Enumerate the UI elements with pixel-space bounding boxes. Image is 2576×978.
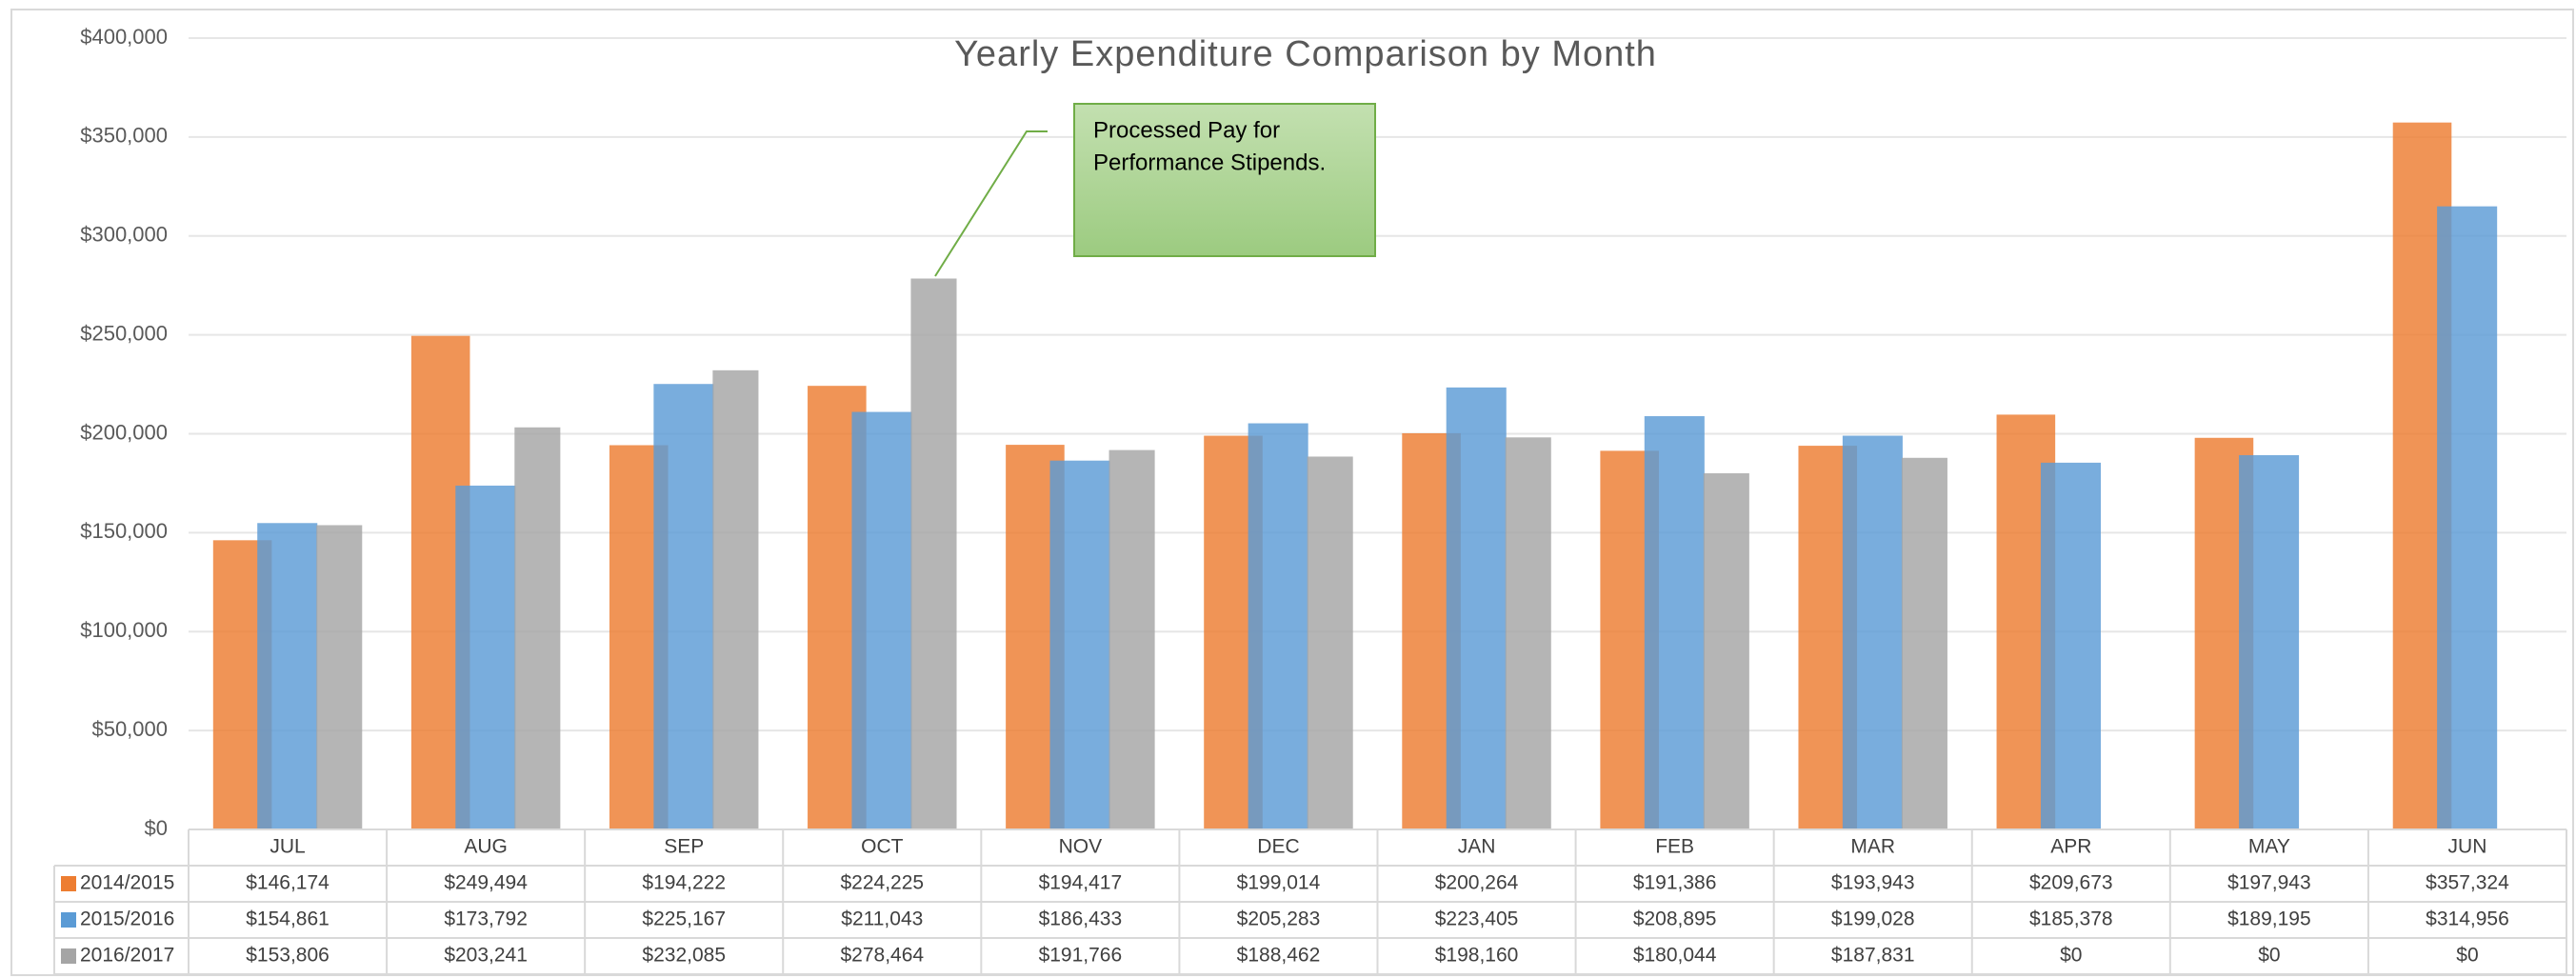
table-value: $187,831 bbox=[1831, 945, 1915, 967]
bar bbox=[653, 384, 714, 829]
table-value: $193,943 bbox=[1831, 872, 1915, 894]
table-value: $186,433 bbox=[1039, 908, 1123, 930]
y-tick-label: $200,000 bbox=[80, 420, 168, 444]
bar bbox=[712, 369, 759, 829]
table-value: $357,324 bbox=[2426, 872, 2509, 894]
bar bbox=[2040, 462, 2102, 829]
x-tick-label: NOV bbox=[1059, 836, 1103, 858]
bar bbox=[1108, 449, 1155, 829]
table-value: $197,943 bbox=[2227, 872, 2311, 894]
y-tick-label: $300,000 bbox=[80, 223, 168, 247]
bar bbox=[455, 485, 516, 829]
y-tick-label: $50,000 bbox=[91, 717, 168, 741]
legend-label: 2015/2016 bbox=[80, 908, 174, 930]
y-tick-label: $0 bbox=[145, 816, 168, 840]
legend-swatch bbox=[61, 948, 76, 964]
bar bbox=[2239, 454, 2300, 829]
legend-label: 2016/2017 bbox=[80, 945, 174, 967]
table-value: $205,283 bbox=[1237, 908, 1321, 930]
callout-box bbox=[1073, 103, 1376, 257]
bar bbox=[910, 278, 957, 829]
table-value: $0 bbox=[2456, 945, 2478, 967]
table-value: $185,378 bbox=[2029, 908, 2113, 930]
table-value: $198,160 bbox=[1435, 945, 1519, 967]
table-value: $194,222 bbox=[642, 872, 726, 894]
bar bbox=[1842, 435, 1903, 829]
table-value: $314,956 bbox=[2426, 908, 2509, 930]
table-value: $200,264 bbox=[1435, 872, 1519, 894]
legend-swatch bbox=[61, 912, 76, 928]
bar bbox=[1446, 387, 1507, 829]
x-tick-label: DEC bbox=[1257, 836, 1299, 858]
annotation: Processed Pay for bbox=[1093, 117, 1280, 143]
table-value: $180,044 bbox=[1633, 945, 1717, 967]
x-tick-label: AUG bbox=[464, 836, 508, 858]
table-value: $153,806 bbox=[246, 945, 329, 967]
bar bbox=[1644, 416, 1705, 829]
table-value: $199,014 bbox=[1237, 872, 1321, 894]
table-value: $0 bbox=[2258, 945, 2280, 967]
y-tick-label: $400,000 bbox=[80, 25, 168, 49]
table-value: $223,405 bbox=[1435, 908, 1519, 930]
bar bbox=[1248, 423, 1308, 829]
legend-label: 2014/2015 bbox=[80, 872, 174, 894]
table-value: $211,043 bbox=[841, 908, 923, 930]
table-value: $191,766 bbox=[1039, 945, 1123, 967]
table-value: $208,895 bbox=[1633, 908, 1717, 930]
bar bbox=[2437, 206, 2498, 830]
table-value: $194,417 bbox=[1039, 872, 1123, 894]
table-value: $188,462 bbox=[1237, 945, 1321, 967]
legend-swatch bbox=[61, 876, 76, 891]
x-tick-label: JAN bbox=[1458, 836, 1496, 858]
bar bbox=[514, 427, 561, 829]
x-tick-label: JUN bbox=[2448, 836, 2487, 858]
x-tick-label: JUL bbox=[270, 836, 305, 858]
x-tick-label: MAY bbox=[2248, 836, 2290, 858]
chart-title: Yearly Expenditure Comparison by Month bbox=[954, 34, 1657, 74]
bar bbox=[1307, 456, 1353, 829]
bar bbox=[1505, 437, 1551, 829]
bar bbox=[1049, 460, 1110, 829]
y-tick-label: $100,000 bbox=[80, 618, 168, 642]
table-value: $224,225 bbox=[840, 872, 924, 894]
table-value: $191,386 bbox=[1633, 872, 1717, 894]
bar bbox=[851, 411, 912, 829]
y-tick-label: $350,000 bbox=[80, 124, 168, 148]
x-tick-label: MAR bbox=[1850, 836, 1895, 858]
table-value: $146,174 bbox=[246, 872, 329, 894]
x-tick-label: APR bbox=[2050, 836, 2091, 858]
table-value: $232,085 bbox=[642, 945, 726, 967]
table-value: $278,464 bbox=[840, 945, 924, 967]
table-value: $189,195 bbox=[2227, 908, 2311, 930]
bar bbox=[1901, 457, 1947, 829]
table-value: $203,241 bbox=[444, 945, 528, 967]
x-tick-label: SEP bbox=[664, 836, 704, 858]
callout-line bbox=[934, 130, 1048, 277]
x-tick-label: FEB bbox=[1655, 836, 1694, 858]
bar bbox=[316, 525, 363, 829]
y-tick-label: $150,000 bbox=[80, 519, 168, 543]
table-value: $209,673 bbox=[2029, 872, 2113, 894]
bar bbox=[257, 523, 318, 829]
table-value: $154,861 bbox=[246, 908, 329, 930]
bar bbox=[1703, 472, 1749, 829]
table-value: $0 bbox=[2060, 945, 2082, 967]
annotation: Performance Stipends. bbox=[1093, 150, 1326, 175]
table-value: $173,792 bbox=[444, 908, 528, 930]
table-value: $249,494 bbox=[444, 872, 528, 894]
y-tick-label: $250,000 bbox=[80, 321, 168, 345]
table-value: $199,028 bbox=[1831, 908, 1915, 930]
x-tick-label: OCT bbox=[861, 836, 904, 858]
table-value: $225,167 bbox=[642, 908, 726, 930]
